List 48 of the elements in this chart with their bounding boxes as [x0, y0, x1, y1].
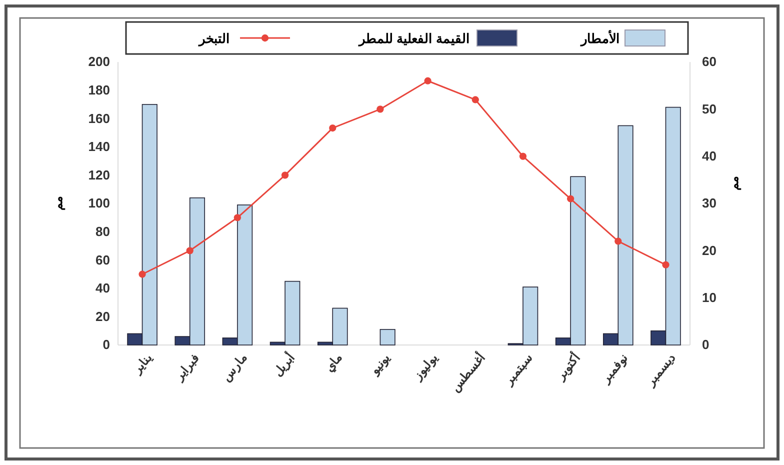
legend-label: الأمطار: [580, 30, 620, 47]
x-tick-label: أبريل: [270, 350, 298, 380]
point: [614, 238, 622, 245]
point: [424, 77, 432, 84]
bar: [380, 329, 396, 346]
y2-tick-label: 50: [702, 101, 716, 116]
y2-tick-label: 60: [702, 54, 716, 70]
y-axis-title: مم: [51, 196, 66, 210]
x-tick-label: يناير: [130, 350, 156, 378]
legend-label: القيمة الفعلية للمطر: [358, 31, 470, 47]
y-tick-label: 0: [102, 337, 110, 352]
x-tick-label: يوليوز: [410, 350, 442, 384]
x-tick-label: ديسمبر: [642, 350, 679, 390]
x-tick-label: مارس: [219, 350, 250, 384]
y2-tick-label: 10: [702, 290, 716, 305]
y-tick-label: 40: [96, 280, 110, 296]
y-tick-label: 100: [88, 196, 110, 211]
y-tick-label: 200: [88, 54, 110, 70]
x-tick-label: سبتمبر: [500, 350, 536, 389]
point: [519, 152, 527, 160]
point: [329, 124, 336, 132]
point: [376, 106, 384, 113]
x-tick-label: نوفمبر: [598, 350, 632, 387]
y-tick-label: 80: [96, 224, 110, 239]
point: [186, 247, 194, 254]
point: [281, 172, 289, 179]
y-tick-label: 180: [88, 82, 110, 98]
x-tick-label: يونيو: [366, 350, 394, 378]
y-tick-label: 120: [88, 167, 110, 182]
y2-tick-label: 0: [702, 337, 710, 352]
x-tick-label: ماي: [322, 350, 346, 376]
y-tick-label: 140: [88, 139, 110, 154]
legend-label: التبخر: [198, 31, 230, 47]
point: [472, 96, 479, 104]
x-tick-label: فبراير: [171, 350, 203, 384]
x-tick-label: أغسطس: [447, 350, 488, 396]
point: [138, 270, 146, 278]
y-tick-label: 20: [96, 308, 110, 324]
y2-tick-label: 40: [702, 148, 716, 164]
point: [566, 195, 574, 202]
point: [662, 261, 670, 268]
y-tick-label: 160: [88, 110, 110, 126]
point: [234, 214, 242, 222]
y2-tick-label: 20: [702, 242, 716, 258]
y-tick-label: 60: [96, 252, 110, 268]
y2-tick-label: 30: [702, 196, 716, 211]
x-tick-label: أكتوبر: [552, 350, 584, 384]
y2-axis-title: مم: [727, 176, 742, 190]
